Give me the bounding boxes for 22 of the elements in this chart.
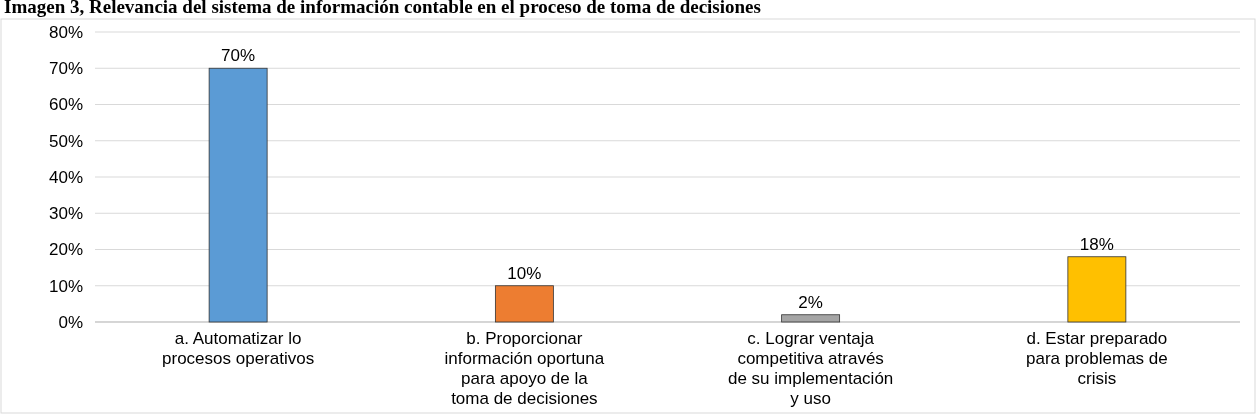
bar — [494, 285, 554, 323]
chart-title: Imagen 3, Relevancia del sistema de información contable en el proceso de toma de decisiones — [4, 0, 761, 17]
y-tick-label: 10% — [48, 276, 83, 296]
y-tick-label: 40% — [48, 167, 83, 187]
data-label: 10% — [507, 263, 542, 283]
x-tick-label: b. Proporcionar información oportuna para apoyo de la toma de decisiones — [444, 329, 605, 408]
y-tick-label: 30% — [48, 204, 83, 224]
bar — [208, 67, 268, 323]
y-tick-label: 70% — [48, 59, 83, 79]
y-tick-label: 60% — [48, 95, 83, 115]
y-tick-label: 50% — [48, 131, 83, 151]
x-tick-label: d. Estar preparado para problemas de crisis — [1025, 329, 1168, 388]
y-tick-label: 0% — [58, 312, 83, 332]
bar — [781, 314, 841, 323]
x-tick-label: a. Automatizar lo procesos operativos — [162, 329, 315, 368]
data-label: 70% — [221, 46, 256, 66]
y-tick-label: 20% — [48, 240, 83, 260]
y-tick-label: 80% — [48, 22, 83, 42]
data-label: 2% — [798, 292, 823, 312]
data-label: 18% — [1079, 234, 1114, 254]
x-tick-label: c. Lograr ventaja competitiva através de su implementación y uso — [727, 329, 894, 408]
bar — [1067, 256, 1127, 323]
